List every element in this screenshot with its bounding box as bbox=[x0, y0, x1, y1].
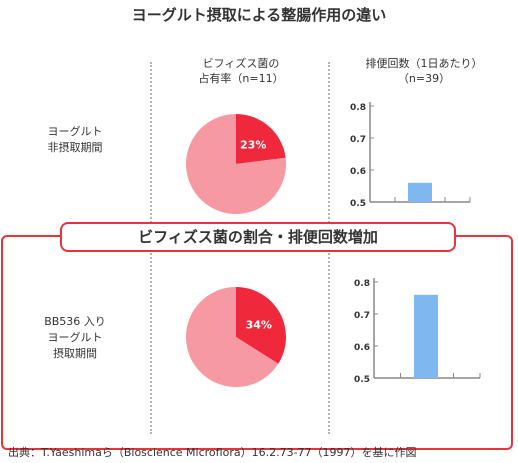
source-note: 出典：T.Yaeshimaら（Bioscience Microflora）16.… bbox=[8, 446, 417, 459]
pie2-slice-0 bbox=[236, 287, 286, 364]
bar2-bar-0 bbox=[414, 294, 438, 378]
row1-label-line1: ヨーグルト bbox=[47, 125, 103, 138]
bar-chart-row1: 0.8 0.7 0.6 0.5 bbox=[350, 102, 471, 209]
pie-chart-row2: 34% bbox=[186, 287, 286, 387]
pie2-slice-label-0: 34% bbox=[246, 318, 272, 331]
chart-title: ヨーグルト摂取による整腸作用の違い bbox=[131, 6, 387, 24]
row2-label-line1: BB536 入り bbox=[44, 315, 106, 328]
bar1-tick-label-3: 0.5 bbox=[350, 199, 366, 209]
pie2-slice-1 bbox=[186, 287, 279, 387]
bar1-tick-label-0: 0.8 bbox=[350, 103, 366, 113]
result-banner: ビフィズス菌の割合・排便回数増加 bbox=[60, 222, 456, 252]
bar1-tick-label-2: 0.6 bbox=[350, 167, 366, 177]
bar-column-header-line2: （n=39） bbox=[397, 72, 451, 85]
bar-column-header: 排便回数（1日あたり） （n=39） bbox=[330, 56, 518, 86]
bar1-bar-0 bbox=[408, 182, 432, 202]
pie1-slice-label-0: 23% bbox=[240, 138, 266, 151]
bar2-tick-label-0: 0.8 bbox=[354, 279, 370, 289]
pie1-slice-1 bbox=[186, 114, 286, 214]
bar-column-header-line1: 排便回数（1日あたり） bbox=[365, 57, 483, 70]
pie1-slice-0 bbox=[236, 114, 286, 164]
bar2-tick-label-3: 0.5 bbox=[354, 375, 370, 385]
row1-label-line2: 非摂取期間 bbox=[47, 141, 103, 154]
pie-column-header-line2: 占有率（n=11） bbox=[198, 72, 284, 85]
bar-chart-row2: 0.8 0.7 0.6 0.5 bbox=[354, 278, 481, 385]
bar2-tick-label-2: 0.6 bbox=[354, 343, 370, 353]
bar1-tick-label-1: 0.7 bbox=[350, 135, 366, 145]
row2-label-line3: 摂取期間 bbox=[53, 347, 97, 360]
pie-chart-row1: 23% bbox=[186, 114, 286, 214]
pie-column-header: ビフィズス菌の 占有率（n=11） bbox=[166, 56, 316, 86]
row2-label: BB536 入り ヨーグルト 摂取期間 bbox=[16, 314, 134, 362]
row1-label: ヨーグルト 非摂取期間 bbox=[16, 124, 134, 156]
pie-column-header-line1: ビフィズス菌の bbox=[202, 57, 280, 70]
row2-label-line2: ヨーグルト bbox=[47, 331, 103, 344]
bar2-tick-label-1: 0.7 bbox=[354, 311, 370, 321]
